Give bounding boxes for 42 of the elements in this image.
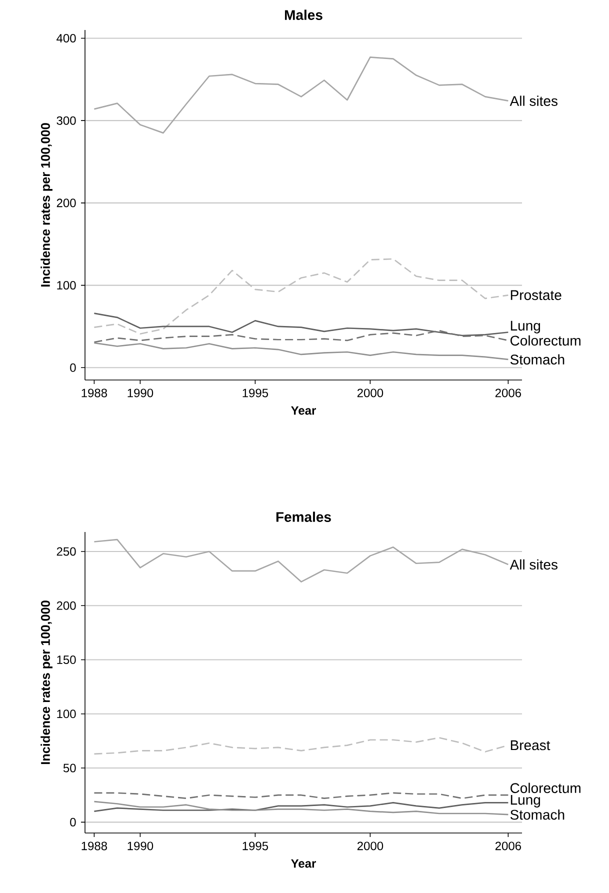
x-axis-title: Year bbox=[291, 406, 316, 415]
series-label: Lung bbox=[510, 320, 540, 334]
y-tick-label: 200 bbox=[56, 601, 76, 610]
x-tick-label: 1995 bbox=[242, 842, 268, 850]
y-tick-label: 100 bbox=[57, 710, 76, 718]
y-tick-label: 100 bbox=[57, 281, 76, 290]
chart-title: Males bbox=[284, 10, 322, 20]
series-label: Lung bbox=[510, 795, 540, 808]
y-axis-title: Incidence rates per 100,000 bbox=[40, 123, 52, 287]
series-label: All sites bbox=[510, 559, 558, 570]
y-tick-label: 0 bbox=[70, 363, 76, 372]
line-series bbox=[94, 56, 509, 134]
x-tick-label: 2006 bbox=[495, 388, 522, 398]
x-tick-label: 2000 bbox=[357, 388, 384, 398]
x-tick-label: 1990 bbox=[128, 388, 154, 398]
series-label: Stomach bbox=[510, 809, 564, 820]
line-series bbox=[94, 258, 509, 335]
series-label: Breast bbox=[510, 740, 550, 750]
x-tick-label: 1988 bbox=[82, 388, 108, 398]
y-tick-label: 50 bbox=[63, 764, 76, 772]
x-tick-label: 1988 bbox=[82, 842, 108, 850]
line-series bbox=[94, 342, 509, 360]
series-label: Colorectum bbox=[510, 782, 580, 794]
line-series bbox=[94, 538, 509, 582]
chart-title: Females bbox=[276, 512, 331, 522]
x-tick-label: 2006 bbox=[495, 842, 522, 850]
line-series bbox=[94, 330, 509, 343]
y-tick-label: 400 bbox=[56, 34, 76, 42]
series-label: Colorectum bbox=[510, 335, 580, 346]
x-tick-label: 1990 bbox=[128, 842, 154, 850]
y-tick-label: 200 bbox=[56, 198, 76, 208]
y-tick-label: 300 bbox=[56, 116, 76, 125]
y-tick-label: 250 bbox=[56, 547, 76, 556]
x-tick-label: 1995 bbox=[242, 388, 268, 398]
y-tick-label: 150 bbox=[57, 656, 76, 664]
series-label: Stomach bbox=[510, 354, 564, 365]
y-axis-title: Incidence rates per 100,000 bbox=[40, 600, 52, 764]
x-tick-label: 2000 bbox=[357, 842, 384, 850]
x-axis-title: Year bbox=[291, 859, 316, 868]
y-tick-label: 0 bbox=[70, 818, 76, 826]
series-label: All sites bbox=[510, 96, 558, 106]
series-label: Prostate bbox=[510, 290, 562, 300]
